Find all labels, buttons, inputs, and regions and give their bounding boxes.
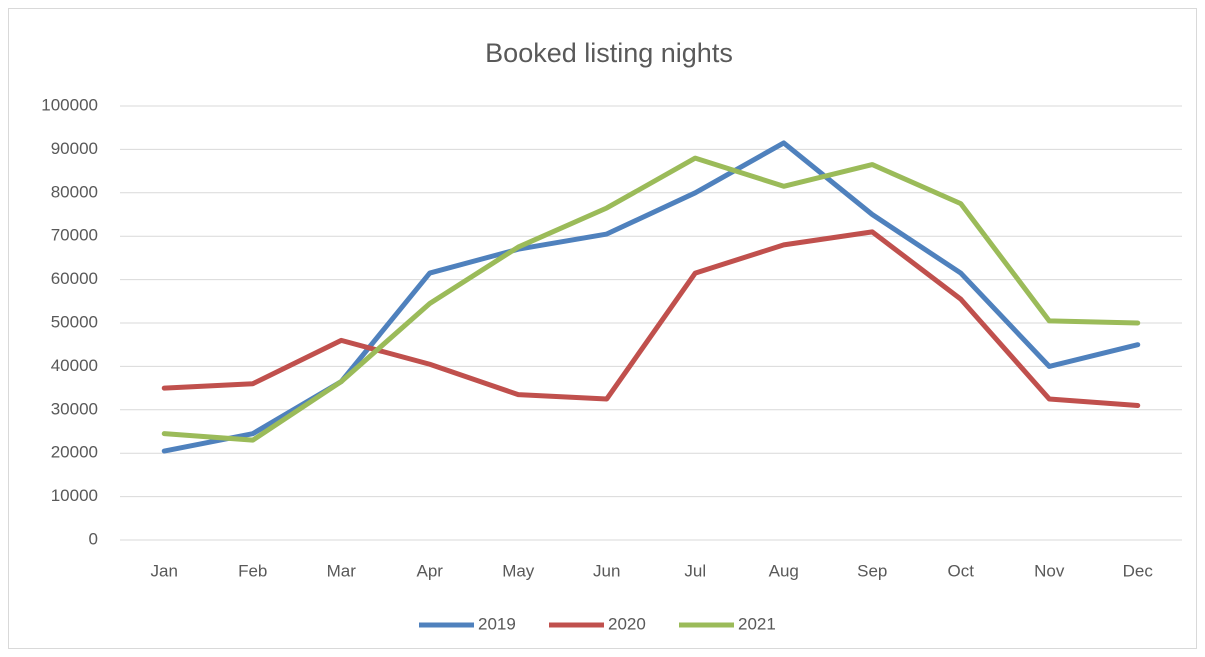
x-tick-label: Oct xyxy=(948,561,975,580)
y-tick-label: 0 xyxy=(89,529,98,548)
y-tick-label: 60000 xyxy=(51,269,98,288)
chart-border xyxy=(8,8,1197,649)
y-tick-label: 30000 xyxy=(51,399,98,418)
y-tick-label: 70000 xyxy=(51,226,98,245)
x-tick-label: Mar xyxy=(327,561,357,580)
y-tick-label: 10000 xyxy=(51,486,98,505)
x-tick-label: Aug xyxy=(769,561,799,580)
y-tick-label: 90000 xyxy=(51,139,98,158)
x-tick-label: Sep xyxy=(857,561,887,580)
legend-label: 2019 xyxy=(478,614,516,633)
x-tick-label: May xyxy=(502,561,535,580)
x-tick-label: Nov xyxy=(1034,561,1065,580)
y-tick-label: 20000 xyxy=(51,443,98,462)
y-tick-label: 50000 xyxy=(51,312,98,331)
y-tick-label: 40000 xyxy=(51,356,98,375)
series-line xyxy=(161,229,1141,408)
x-tick-label: Jan xyxy=(151,561,178,580)
y-tick-label: 100000 xyxy=(41,95,98,114)
x-tick-label: Jun xyxy=(593,561,620,580)
series-line xyxy=(161,155,1141,443)
legend-label: 2020 xyxy=(608,614,646,633)
x-tick-label: Feb xyxy=(238,561,267,580)
x-tick-label: Jul xyxy=(684,561,706,580)
x-tick-label: Apr xyxy=(417,561,444,580)
chart-title: Booked listing nights xyxy=(485,38,733,68)
y-tick-label: 80000 xyxy=(51,182,98,201)
legend-label: 2021 xyxy=(738,614,776,633)
x-tick-label: Dec xyxy=(1123,561,1154,580)
